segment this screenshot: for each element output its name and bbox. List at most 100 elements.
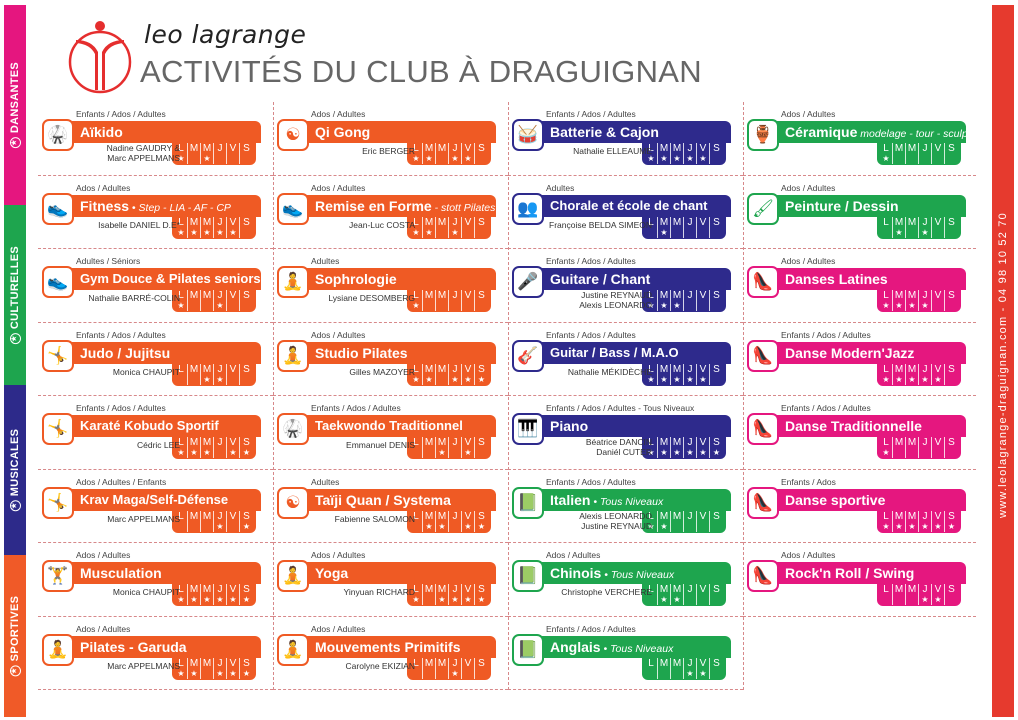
- activity-name: Danse sportive: [785, 491, 886, 508]
- weekday-s-5: S ★: [240, 511, 253, 532]
- audience-label: Enfants / Ados / Adultes: [76, 403, 166, 413]
- weekday-v-4: V: [227, 290, 240, 311]
- activity-card[interactable]: Enfants / Ados / Adultes 🥋 Taekwondo Tradi…: [137, 396, 508, 470]
- activity-card[interactable]: Enfants / Ados / Adultes 🎤 Guitare / Chant…: [328, 249, 743, 323]
- weekday-l-0: L ★: [175, 437, 188, 458]
- weekday-s-5: S: [478, 143, 485, 154]
- star-icon: ★: [177, 154, 185, 163]
- weekday-s-5: S: [713, 290, 720, 301]
- instructor-name: Cédric LEE: [137, 440, 180, 450]
- star-icon: ★: [203, 154, 211, 163]
- weekday-m-2: M: [671, 510, 684, 532]
- star-icon: ★: [699, 154, 707, 163]
- star-icon: ★: [242, 668, 251, 678]
- activity-card[interactable]: Adultes 🧘 Sophrologie L ★ M M J V S Nathalie BARRÉ…: [88, 249, 508, 323]
- activity-card[interactable]: Enfants / Ados / Adultes 🥁 Batterie & Cajo…: [362, 102, 743, 176]
- contact-sidebar: www.leolagrange-draguignan.com - 04 98 1…: [992, 5, 1014, 717]
- star-icon: ★: [882, 301, 890, 310]
- activity-card[interactable]: Ados / Adultes 🧘 Mouvements Primitifs L M M J ★…: [107, 617, 508, 690]
- activity-name-band: Karaté Kobudo Sportif: [68, 415, 261, 437]
- activity-card[interactable]: Ados / Adultes 🧘 Yoga L ★ M M ★ J ★ V ★ S ★ Monica CHA…: [113, 543, 508, 617]
- activity-name: Studio Pilates: [315, 344, 408, 361]
- weekday-l-0: L ★: [645, 363, 658, 385]
- weekday-l-0: L ★: [880, 437, 893, 458]
- category-sidebar: ★DANSANTES ★CULTURELLES ★MUSICALES ★SPOR…: [4, 5, 26, 717]
- weekday-l-0: L ★: [645, 437, 658, 458]
- star-icon: ★: [660, 301, 668, 310]
- weekday-v-4: V ★: [227, 657, 240, 679]
- activity-card[interactable]: Adultes / Séniors 👟 Gym Douce & Pilates se…: [38, 249, 273, 323]
- activity-card[interactable]: Enfants / Ados / Adultes 🎸 Guitar / Bass /…: [349, 323, 743, 396]
- activity-card[interactable]: Ados / Adultes 🖌 Peinture / Dessin L M ★ M J ★ V S…: [549, 176, 976, 249]
- activity-name: Mouvements Primitifs: [315, 638, 461, 655]
- activity-card[interactable]: Enfants / Ados 👠 Danse sportive L ★ M ★ M ★ J ★ V ★ S…: [579, 470, 976, 543]
- activity-name-band: Taïji Quan / Systema: [303, 488, 496, 511]
- sneaker-icon: 👟: [277, 192, 309, 225]
- activity-card[interactable]: Ados / Adultes 🧘 Pilates - Garuda L ★ M ★ M J ★ V ★…: [38, 617, 273, 690]
- audience-label: Adultes: [546, 182, 575, 193]
- activity-card[interactable]: Enfants / Ados / Adultes 📗 Italien • Tous …: [335, 470, 743, 543]
- activity-card[interactable]: Ados / Adultes 👟 Fitness • Step - LIA - AF…: [38, 176, 273, 249]
- weekday-v-4: V ★: [697, 363, 710, 385]
- instructor-line: Marc APPELMANS: [107, 513, 180, 524]
- activity-card[interactable]: Ados / Adultes 👠 Danses Latines L ★ M ★ M ★ J ★ V S J…: [579, 249, 976, 323]
- weekday-m-2: M: [436, 216, 449, 238]
- activity-card[interactable]: Adultes 👥 Chorale et école de chant L M ★ M J V S…: [349, 176, 743, 249]
- weekday-j-3: J ★: [684, 363, 697, 385]
- activity-name: Céramique: [785, 124, 858, 140]
- weekday-s-5: S: [713, 584, 720, 595]
- audience-label: Ados / Adultes: [311, 550, 366, 560]
- activity-card[interactable]: Ados / Adultes 🏺 Céramique modelage - tour…: [573, 102, 986, 176]
- activity-card[interactable]: Enfants / Ados / Adultes 🤸 Judo / Jujitsu L…: [38, 323, 273, 396]
- activity-card[interactable]: Adultes ☯ Taïji Quan / Systema L M ★ M ★ J V ★ S ★ Ma…: [107, 470, 508, 543]
- activity-card[interactable]: Ados / Adultes 📗 Chinois • Tous Niveaux L M ★…: [344, 543, 743, 617]
- activity-card[interactable]: Enfants / Ados / Adultes 🤸 Karaté Kobudo S…: [38, 396, 273, 470]
- activity-card[interactable]: Ados / Adultes 👠 Rock'n Roll / Swing L M M J ★ V…: [561, 543, 976, 617]
- weekday-m-2: M ★: [201, 584, 214, 605]
- column-divider: [743, 102, 744, 690]
- activity-name-band: Italien • Tous Niveaux: [538, 488, 731, 511]
- instructor-name: Justine REYNAUD Alexis LEONARDO: [579, 290, 652, 310]
- instructor-line: Justine REYNAUD: [581, 290, 652, 300]
- star-icon: ★: [908, 521, 916, 531]
- weekday-j-3: J ★: [449, 657, 462, 679]
- weekday-v-4: V ★: [932, 510, 945, 532]
- activity-name: Anglais: [550, 638, 601, 655]
- star-icon: ★: [477, 374, 486, 384]
- weekday-m-1: M ★: [423, 363, 436, 385]
- activity-card[interactable]: Ados / Adultes ☯ Qi Gong L ★ M ★ M J ★ V ★ S Nadine G…: [107, 102, 508, 176]
- star-icon: ★: [190, 668, 198, 678]
- activity-subtitle: • Tous Niveaux: [590, 495, 664, 508]
- martial-arts-icon: 🤸: [42, 413, 74, 445]
- weekday-j-3: J: [449, 437, 462, 458]
- weekday-m-1: M ★: [893, 510, 906, 532]
- audience-label: Enfants / Ados / Adultes - Tous Niveaux: [546, 403, 695, 413]
- activity-card[interactable]: Enfants / Ados / Adultes🥋AïkidoL★MM★JVSB…: [38, 102, 273, 176]
- instructor-line: Monica CHAUPIT: [112, 587, 180, 597]
- activity-card[interactable]: Ados / Adultes🏋MusculationL★M★M★J★V★S★Mo…: [38, 543, 273, 617]
- star-icon: ★: [190, 595, 198, 604]
- weekday-m-1: M ★: [658, 510, 671, 532]
- star-icon: ★: [686, 154, 694, 163]
- instructor-name: Nathalie MÉKIDÈCHE: [568, 367, 652, 377]
- activity-card[interactable]: Enfants / Ados / Adultes 👠 Danse Tradition…: [586, 396, 976, 470]
- audience-label: Enfants / Ados / Adultes: [781, 403, 871, 413]
- weekday-v-4: V ★: [932, 363, 945, 385]
- weekday-v-4: V: [697, 290, 710, 311]
- activity-card[interactable]: Enfants / Ados / Adultes 📗 Anglais • Tous …: [346, 617, 743, 690]
- activity-card[interactable]: Enfants / Ados / Adultes 👠 Danse Modern'Ja…: [568, 323, 976, 396]
- activity-card[interactable]: Ados / Adultes / Enfants 🤸 Krav Maga/Self-…: [38, 470, 273, 543]
- activity-card[interactable]: Ados / Adultes 👟 Remise en Forme - stott P…: [98, 176, 508, 249]
- weekday-m-2: M: [436, 290, 449, 311]
- star-icon: ★: [921, 595, 929, 604]
- activity-card[interactable]: Enfants / Ados / Adultes - Tous Niveaux 🎹…: [346, 396, 743, 470]
- star-icon: ★: [190, 448, 198, 457]
- sneaker-icon: 👟: [42, 266, 74, 298]
- star-icon: ★: [412, 374, 420, 384]
- instructor-line: Fabienne SALOMON: [334, 513, 415, 524]
- activity-card[interactable]: Ados / Adultes 🧘 Studio Pilates L ★ M ★ M J ★ V ★ S ★…: [113, 323, 508, 396]
- star-icon: ★: [190, 227, 198, 237]
- activity-column: Enfants / Ados / Adultes 🥁 Batterie & Cajo…: [328, 102, 743, 690]
- activity-subtitle: • Step - LIA - AF - CP: [129, 201, 231, 214]
- weekday-j-3: J ★: [214, 216, 227, 238]
